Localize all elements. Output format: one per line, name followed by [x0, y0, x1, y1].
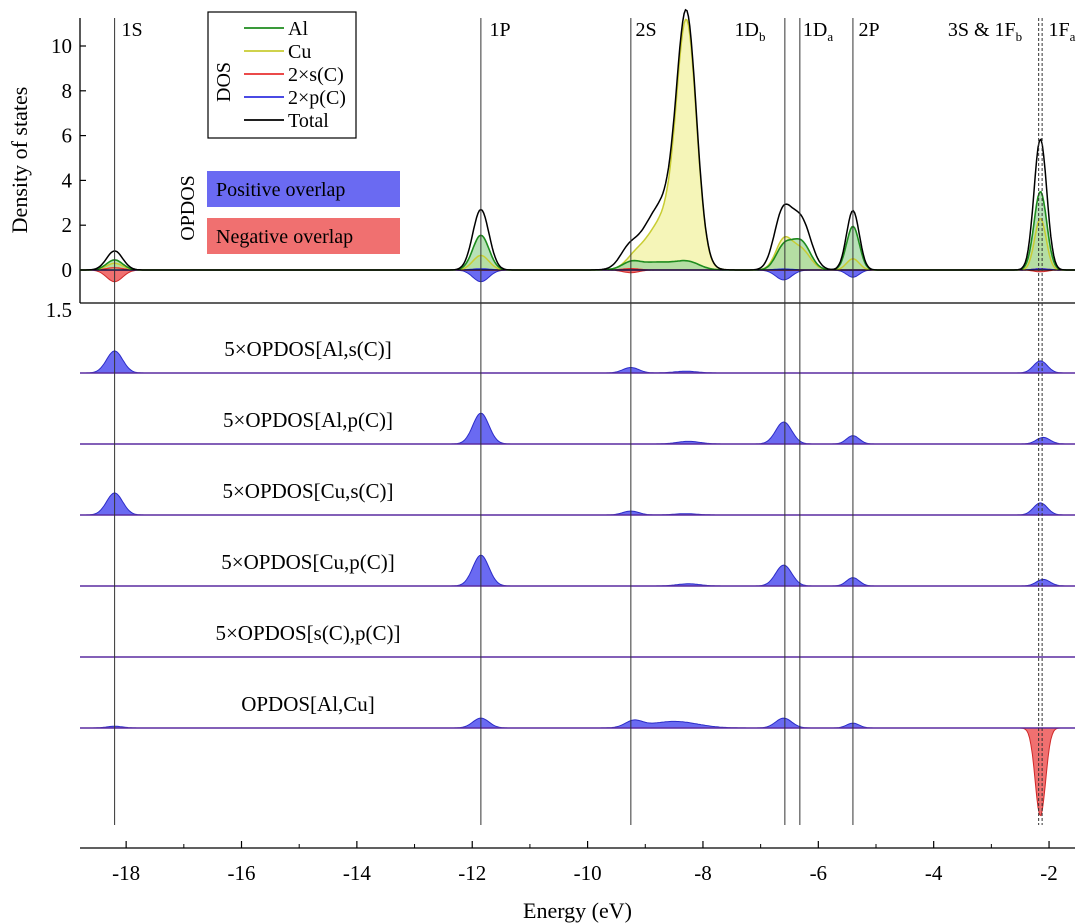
legend-group-label-dos: DOS — [213, 62, 235, 102]
opdos-panel-label: 5×OPDOS[s(C),p(C)] — [215, 621, 400, 645]
dos-y-tick-label: 8 — [62, 79, 73, 103]
dos-y-tick-label: 6 — [62, 124, 73, 148]
level-label-subscript: b — [759, 29, 766, 44]
level-label-subscript: b — [1016, 29, 1023, 44]
opdos-panel-label: 5×OPDOS[Al,p(C)] — [223, 408, 393, 432]
dos-y-tick-label: 0 — [62, 258, 73, 282]
x-tick-label: -2 — [1040, 861, 1058, 885]
level-label-main: 1D — [803, 19, 827, 41]
level-label: 2S — [635, 19, 656, 41]
opdos-panel-positive-fill — [80, 717, 1075, 729]
level-label-main: 3S & 1F — [948, 19, 1016, 41]
x-tick-label: -4 — [925, 861, 943, 885]
opdos-panel-label: OPDOS[Al,Cu] — [241, 692, 375, 716]
x-tick-label: -8 — [694, 861, 712, 885]
opdos-panel-label: 5×OPDOS[Cu,s(C)] — [222, 479, 393, 503]
y-axis-title: Density of states — [7, 87, 32, 234]
legend-entry-label: Al — [288, 18, 308, 40]
negative-overlap-fill — [80, 269, 1075, 283]
opdos-panel-label: 5×OPDOS[Cu,p(C)] — [221, 550, 394, 574]
dos-y-tick-label: 4 — [62, 168, 73, 192]
x-tick-label: -16 — [228, 861, 256, 885]
opdos-panel-label: 5×OPDOS[Al,s(C)] — [224, 337, 392, 361]
x-tick-label: -10 — [574, 861, 602, 885]
x-tick-label: -6 — [810, 861, 828, 885]
negative-overlap-swatch — [207, 218, 400, 254]
level-label-main: 1P — [489, 19, 510, 41]
dos-legend-box — [207, 11, 357, 139]
x-tick-label: -12 — [458, 861, 486, 885]
legend-group-label-opdos: OPDOS — [177, 175, 199, 241]
level-label-main: 2P — [858, 19, 879, 41]
legend-entry-label: 2×p(C) — [288, 87, 346, 109]
legend-entry-label: Cu — [288, 41, 311, 63]
level-label-subscript: a — [827, 29, 833, 44]
level-label-subscript: a — [1070, 29, 1076, 44]
positive-overlap-swatch — [207, 171, 400, 207]
level-label-main: 1F — [1049, 19, 1070, 41]
legend-entry-label: Total — [288, 110, 329, 132]
x-tick-label: -14 — [343, 861, 371, 885]
dos-y-tick-label: 10 — [51, 34, 72, 58]
x-tick-label: -18 — [112, 861, 140, 885]
level-label: 2P — [858, 19, 879, 41]
level-label: 3S & 1Fb — [948, 19, 1022, 44]
legend-entry-label: 2×s(C) — [288, 64, 344, 86]
level-label-main: 1D — [735, 19, 759, 41]
opdos-panel-negative-fill — [80, 727, 1075, 817]
positive-overlap-label: Positive overlap — [216, 179, 345, 201]
level-label: 1S — [121, 19, 142, 41]
negative-overlap-label: Negative overlap — [216, 226, 353, 248]
level-label: 1Db — [735, 19, 766, 44]
dos-y-tick-label: 2 — [62, 213, 73, 237]
level-label-main: 2S — [635, 19, 656, 41]
level-label: 1Da — [803, 19, 833, 44]
x-axis-title: Energy (eV) — [523, 898, 632, 923]
dos-y-tick-label-extra: 1.5 — [46, 298, 72, 322]
positive-overlap-fill — [80, 269, 1075, 283]
level-label: 1P — [489, 19, 510, 41]
level-label-main: 1S — [121, 19, 142, 41]
level-label: 1Fa — [1049, 19, 1076, 44]
